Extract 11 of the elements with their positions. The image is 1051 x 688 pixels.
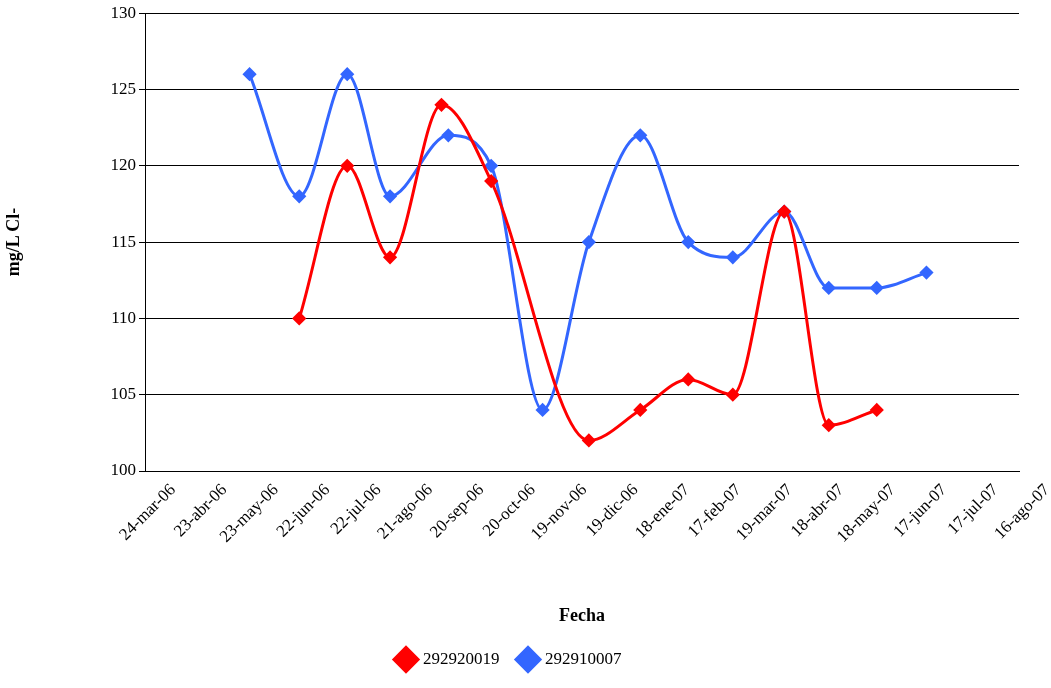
y-tick-label: 130 (110, 2, 136, 22)
y-tick-label: 110 (111, 307, 136, 327)
x-axis-title: Fecha (559, 604, 605, 625)
y-tick-label: 105 (110, 384, 136, 404)
legend-label: 292920019 (423, 648, 500, 668)
y-tick-label: 115 (111, 231, 136, 251)
y-axis-title: mg/L Cl- (3, 207, 24, 277)
y-tick-label: 100 (110, 460, 136, 480)
y-tick-label: 125 (110, 78, 136, 98)
legend-label: 292910007 (545, 648, 622, 668)
y-tick-label: 120 (110, 155, 136, 175)
